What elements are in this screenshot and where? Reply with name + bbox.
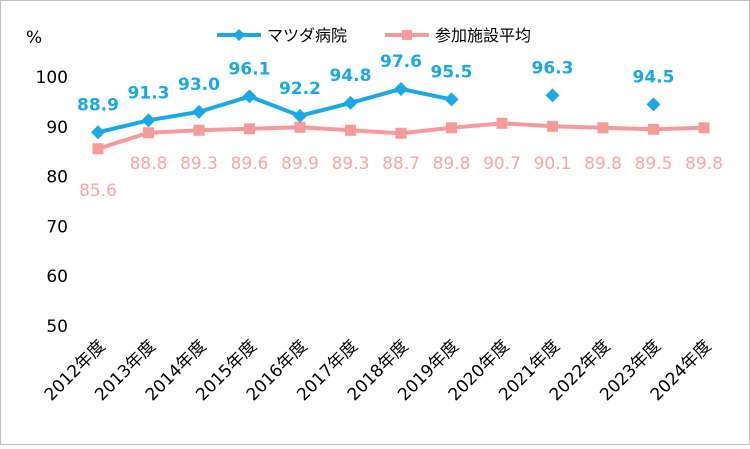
legend-marker-1 [402, 30, 412, 40]
data-label-1: 89.3 [180, 154, 218, 174]
data-label-1: 88.7 [382, 154, 420, 174]
data-label-1: 89.3 [332, 154, 370, 174]
data-point-1 [294, 121, 306, 133]
y-tick-label: 100 [36, 68, 68, 88]
series-line-0 [97, 86, 452, 135]
data-point-1 [597, 122, 609, 134]
data-label-1: 90.7 [483, 154, 521, 174]
data-label-1: 90.1 [534, 154, 572, 174]
legend-marker-0 [233, 29, 245, 41]
data-point-0 [293, 108, 307, 123]
data-point-1 [244, 123, 255, 135]
legend-label-1: 参加施設平均 [435, 26, 531, 45]
data-point-0 [444, 92, 459, 107]
data-point-0 [242, 89, 257, 104]
y-tick-label: 60 [46, 267, 68, 287]
y-tick-label: 50 [46, 317, 68, 337]
data-point-1 [143, 127, 154, 139]
data-label-1: 89.8 [685, 154, 723, 174]
data-point-0 [545, 88, 560, 103]
data-point-0 [646, 97, 661, 112]
data-label-0: 96.1 [229, 59, 271, 79]
y-tick-label: 90 [46, 118, 68, 138]
data-label-1: 89.9 [281, 154, 319, 174]
data-label-1: 89.6 [231, 154, 269, 174]
data-label-0: 91.3 [128, 83, 170, 103]
data-point-0 [91, 125, 105, 140]
data-label-0: 88.9 [77, 95, 119, 115]
data-label-1: 85.6 [79, 181, 117, 201]
data-label-0: 97.6 [380, 52, 422, 72]
y-tick-label: 70 [46, 217, 68, 237]
data-label-0: 96.3 [532, 58, 574, 78]
data-label-0: 93.0 [178, 75, 220, 95]
data-point-0 [141, 113, 156, 128]
legend-label-0: マツダ病院 [267, 26, 347, 45]
data-point-1 [547, 120, 558, 132]
data-point-1 [92, 143, 104, 155]
data-point-1 [446, 122, 457, 134]
data-point-1 [698, 122, 710, 134]
data-point-1 [648, 123, 659, 135]
data-label-1: 89.8 [584, 154, 622, 174]
plot-area: 85.6 88.8 89.3 89.6 89.9 89.3 88.7 89.8 90.7 90.1… [77, 52, 723, 201]
data-label-0: 95.5 [431, 62, 473, 82]
data-point-1 [395, 127, 407, 139]
data-label-0: 92.2 [279, 79, 321, 99]
y-axis-unit: % [26, 28, 42, 48]
data-point-0 [343, 95, 358, 110]
data-label-0: 94.5 [633, 67, 675, 87]
y-tick-label: 80 [46, 168, 68, 188]
data-point-0 [394, 81, 408, 96]
data-label-1: 89.5 [635, 154, 673, 174]
legend: マツダ病院 参加施設平均 [217, 26, 531, 45]
data-point-1 [193, 124, 205, 136]
data-point-1 [345, 124, 356, 136]
data-point-0 [192, 104, 206, 119]
data-label-1: 89.8 [433, 154, 471, 174]
data-label-0: 94.8 [330, 66, 372, 86]
data-point-1 [496, 117, 508, 129]
data-label-1: 88.8 [130, 154, 168, 174]
